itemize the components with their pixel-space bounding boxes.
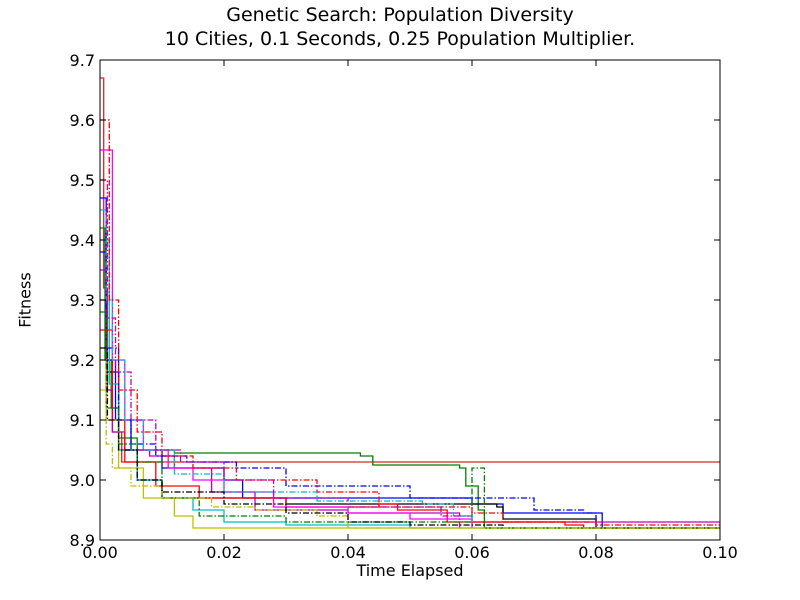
y-tick-label: 9.4 (70, 231, 95, 250)
y-tick-label: 9.3 (70, 291, 95, 310)
x-axis-label: Time Elapsed (356, 561, 464, 580)
series-line-13 (100, 209, 473, 522)
series-line-3 (100, 197, 603, 528)
series-line-6 (100, 239, 720, 529)
tick-layer: 0.00 0.02 0.04 0.06 0.08 0.10 8.9 9.0 9.1 9.2 9.3 9… (70, 51, 738, 562)
x-tick-label: 0.06 (454, 543, 490, 562)
plot-frame (99, 59, 721, 541)
y-tick-label: 9.5 (70, 171, 95, 190)
y-tick-label: 9.0 (70, 471, 95, 490)
y-tick-label: 9.7 (70, 51, 95, 70)
y-tick-label: 9.6 (70, 111, 95, 130)
y-tick-label: 9.1 (70, 411, 95, 430)
x-tick-label: 0.02 (206, 543, 242, 562)
x-tick-label: 0.00 (82, 543, 118, 562)
series-line-9 (100, 149, 473, 528)
series-line-1 (100, 77, 720, 463)
y-axis-label: Fitness (15, 272, 35, 328)
y-tick-label: 8.9 (70, 531, 95, 550)
x-tick-label: 0.08 (578, 543, 614, 562)
x-tick-label: 0.04 (330, 543, 366, 562)
series-line-15 (100, 389, 720, 529)
x-tick-label: 0.10 (702, 543, 738, 562)
series-line-4 (100, 299, 720, 529)
series-line-14 (100, 179, 461, 528)
series-line-10 (100, 251, 597, 528)
series-line-5 (100, 269, 720, 523)
y-tick-label: 9.2 (70, 351, 95, 370)
chart-subtitle: 10 Cities, 0.1 Seconds, 0.25 Population … (164, 28, 636, 50)
series-line-16 (100, 347, 504, 528)
series-layer (100, 77, 720, 529)
chart-title: Genetic Search: Population Diversity (226, 4, 574, 26)
series-line-12 (100, 119, 720, 526)
series-line-2 (100, 227, 720, 529)
